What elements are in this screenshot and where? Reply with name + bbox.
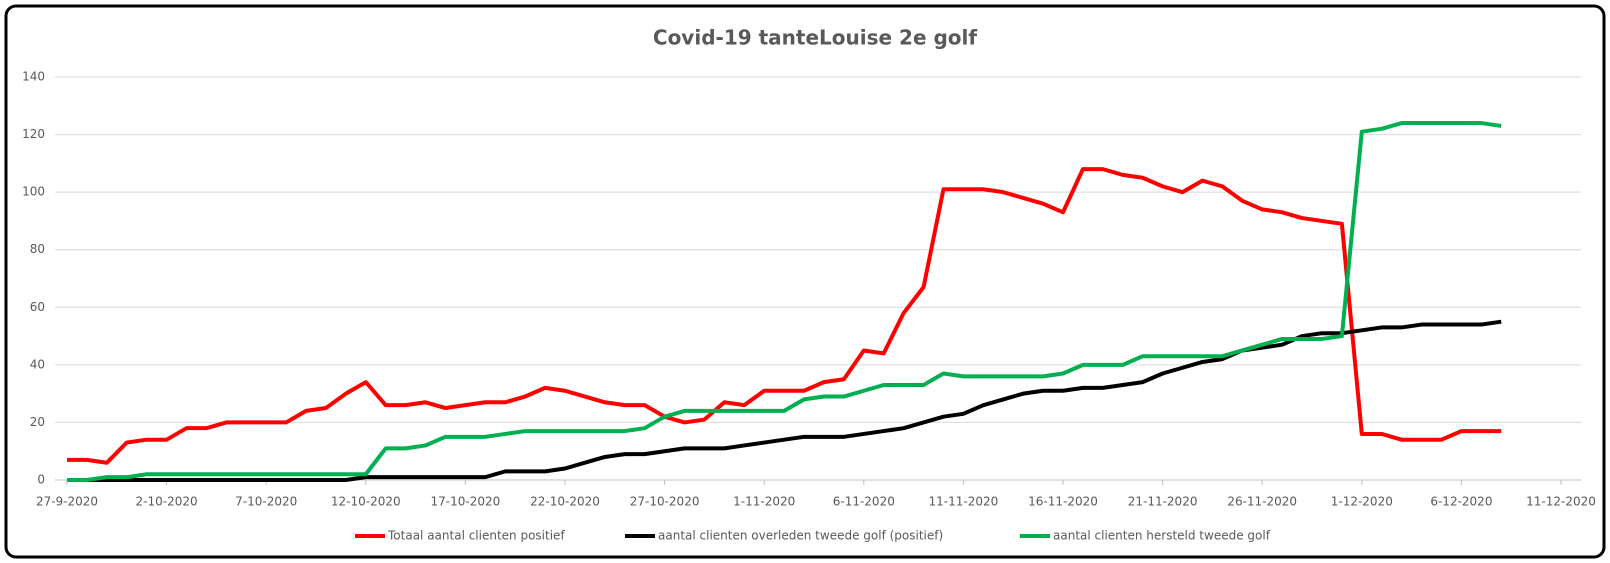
y-tick-label: 0 xyxy=(37,473,45,487)
x-tick-label: 22-10-2020 xyxy=(530,495,600,509)
y-tick-label: 40 xyxy=(30,357,45,371)
x-tick-label: 1-11-2020 xyxy=(733,495,795,509)
x-tick-label: 2-10-2020 xyxy=(136,495,198,509)
data-line xyxy=(67,167,1502,465)
y-tick-label: 140 xyxy=(22,70,45,84)
x-tick-label: 7-10-2020 xyxy=(235,495,297,509)
y-tick-label: 100 xyxy=(22,185,45,199)
x-tick-label: 17-10-2020 xyxy=(431,495,501,509)
legend-label: aantal clienten hersteld tweede golf xyxy=(1053,529,1271,543)
chart-frame xyxy=(4,4,1606,559)
data-line xyxy=(67,121,1502,482)
x-tick-label: 27-9-2020 xyxy=(36,495,98,509)
x-tick-label: 16-11-2020 xyxy=(1028,495,1098,509)
x-tick-label: 11-12-2020 xyxy=(1526,495,1596,509)
data-line xyxy=(67,319,1502,482)
x-tick-label: 26-11-2020 xyxy=(1227,495,1297,509)
x-tick-label: 6-11-2020 xyxy=(833,495,895,509)
x-tick-label: 11-11-2020 xyxy=(929,495,999,509)
legend-label: aantal clienten overleden tweede golf (p… xyxy=(658,529,943,543)
chart-title: Covid-19 tanteLouise 2e golf xyxy=(653,26,978,50)
x-tick-label: 27-10-2020 xyxy=(630,495,700,509)
x-tick-label: 1-12-2020 xyxy=(1331,495,1393,509)
legend-label: Totaal aantal clienten positief xyxy=(387,529,565,543)
x-tick-label: 12-10-2020 xyxy=(331,495,401,509)
y-tick-label: 20 xyxy=(30,415,45,429)
y-tick-label: 80 xyxy=(30,242,45,256)
x-tick-label: 21-11-2020 xyxy=(1128,495,1198,509)
x-tick-label: 6-12-2020 xyxy=(1430,495,1492,509)
y-tick-label: 60 xyxy=(30,300,45,314)
y-tick-label: 120 xyxy=(22,127,45,141)
